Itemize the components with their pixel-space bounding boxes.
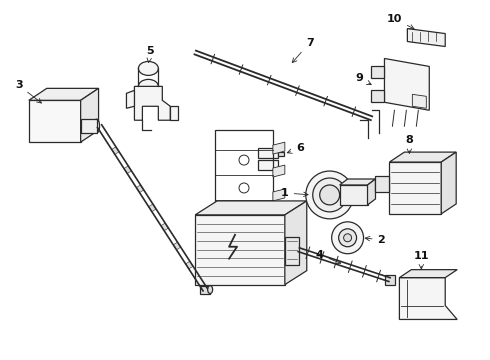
Polygon shape [258,148,278,158]
Polygon shape [390,152,456,162]
Text: 11: 11 [414,251,429,269]
Polygon shape [81,119,97,133]
Polygon shape [399,270,457,278]
Polygon shape [285,237,299,265]
Polygon shape [273,142,285,154]
Polygon shape [273,165,285,177]
Ellipse shape [94,119,99,133]
Polygon shape [161,223,169,231]
Polygon shape [407,28,445,46]
Polygon shape [285,201,307,285]
Polygon shape [148,204,156,212]
Text: 9: 9 [356,73,371,85]
Ellipse shape [138,80,158,93]
Polygon shape [273,189,285,201]
Polygon shape [278,152,284,156]
Polygon shape [413,94,426,108]
Polygon shape [368,179,375,205]
Polygon shape [186,261,193,269]
Polygon shape [258,160,278,170]
Polygon shape [390,162,441,214]
Text: 6: 6 [287,143,304,153]
Polygon shape [171,106,178,120]
Circle shape [332,222,364,254]
Polygon shape [195,201,307,215]
Text: 10: 10 [387,14,414,29]
Polygon shape [173,242,181,250]
Polygon shape [200,285,210,293]
Circle shape [313,178,346,212]
Polygon shape [136,185,144,193]
Polygon shape [375,176,390,192]
Polygon shape [81,88,98,142]
Polygon shape [29,88,98,100]
Polygon shape [340,185,368,205]
Polygon shape [124,166,131,174]
Text: 7: 7 [292,37,314,63]
Polygon shape [195,215,285,285]
Polygon shape [386,275,395,285]
Text: 5: 5 [147,45,154,63]
Ellipse shape [138,62,158,75]
Circle shape [319,185,340,205]
Polygon shape [273,209,285,221]
Circle shape [339,229,357,247]
Polygon shape [385,58,429,110]
Polygon shape [441,152,456,214]
Text: 3: 3 [15,80,42,103]
Polygon shape [370,90,385,102]
Polygon shape [126,90,134,108]
Polygon shape [370,67,385,78]
Text: 2: 2 [365,235,385,245]
Text: 1: 1 [281,188,308,198]
Polygon shape [340,179,375,185]
Circle shape [306,171,354,219]
Text: 4: 4 [316,250,341,264]
Polygon shape [399,278,457,319]
Polygon shape [29,100,81,142]
Polygon shape [134,86,171,120]
Circle shape [343,234,352,242]
Text: 8: 8 [406,135,413,153]
Ellipse shape [208,285,213,293]
Polygon shape [112,147,119,154]
